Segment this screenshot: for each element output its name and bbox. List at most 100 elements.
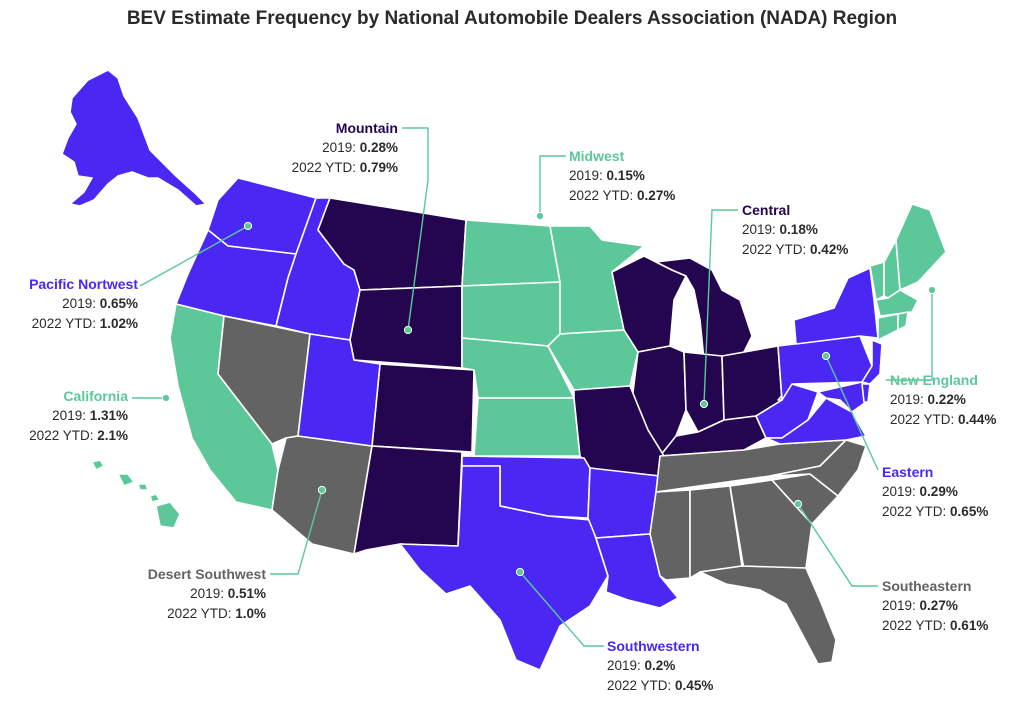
region-name-southwestern: Southwestern xyxy=(607,638,700,654)
label-2022-pacific-northwest: 2022 YTD: xyxy=(31,316,100,331)
label-2022-midwest: 2022 YTD: xyxy=(569,188,638,203)
value-2019-southwestern: 0.2% xyxy=(644,658,676,673)
state-rhode-island xyxy=(897,311,909,331)
state-maine xyxy=(895,203,947,291)
state-delaware xyxy=(861,383,871,403)
callout-midwest: Midwest 2019: 0.15% 2022 YTD: 0.27% xyxy=(569,146,675,206)
label-2022-california: 2022 YTD: xyxy=(29,428,98,443)
leader-line-southwestern xyxy=(519,571,604,647)
label-2022-southeastern: 2022 YTD: xyxy=(882,618,951,633)
label-2019-midwest: 2019: xyxy=(569,168,607,183)
region-name-eastern: Eastern xyxy=(882,464,934,480)
state-north-dakota xyxy=(461,219,561,287)
leader-line-eastern xyxy=(825,355,879,471)
leader-line-central xyxy=(703,209,738,405)
value-2019-central: 0.18% xyxy=(779,222,818,237)
leader-dot-midwest xyxy=(535,211,545,221)
value-2019-midwest: 0.15% xyxy=(606,168,645,183)
leader-dot-california xyxy=(161,393,171,403)
value-2019-desert-southwest: 0.51% xyxy=(227,586,266,601)
value-2022-central: 0.42% xyxy=(810,242,849,257)
leader-line-southeastern xyxy=(797,503,878,587)
label-2019-eastern: 2019: xyxy=(882,484,920,499)
state-hawaii xyxy=(91,459,181,529)
label-2022-desert-southwest: 2022 YTD: xyxy=(167,606,236,621)
leader-dot-new-england xyxy=(927,285,937,295)
callout-pacific-northwest: Pacific Nortwest 2019: 0.65% 2022 YTD: 1… xyxy=(10,274,138,334)
state-south-dakota xyxy=(461,281,561,347)
value-2022-new-england: 0.44% xyxy=(958,412,997,427)
label-2019-mountain: 2019: xyxy=(322,140,360,155)
label-2019-new-england: 2019: xyxy=(890,392,928,407)
state-new-mexico xyxy=(353,445,463,555)
leader-dot-southeastern xyxy=(793,499,803,509)
callout-southwestern: Southwestern 2019: 0.2% 2022 YTD: 0.45% xyxy=(607,636,713,696)
leader-line-mountain xyxy=(402,127,429,331)
leader-line-pacific-northwest xyxy=(139,225,249,287)
leader-dot-eastern xyxy=(821,351,831,361)
leader-line-midwest xyxy=(539,155,566,216)
value-2019-new-england: 0.22% xyxy=(927,392,966,407)
state-alaska xyxy=(61,69,207,207)
value-2022-desert-southwest: 1.0% xyxy=(235,606,266,621)
callout-southeastern: Southeastern 2019: 0.27% 2022 YTD: 0.61% xyxy=(882,576,988,636)
state-connecticut xyxy=(877,313,899,341)
label-2019-desert-southwest: 2019: xyxy=(190,586,228,601)
label-2022-new-england: 2022 YTD: xyxy=(890,412,959,427)
callout-central: Central 2019: 0.18% 2022 YTD: 0.42% xyxy=(742,200,848,260)
region-name-pacific-northwest: Pacific Nortwest xyxy=(29,276,138,292)
callout-desert-southwest: Desert Southwest 2019: 0.51% 2022 YTD: 1… xyxy=(100,564,266,624)
state-north-carolina xyxy=(769,439,867,497)
label-2022-southwestern: 2022 YTD: xyxy=(607,678,676,693)
value-2019-california: 1.31% xyxy=(89,408,128,423)
label-2022-central: 2022 YTD: xyxy=(742,242,811,257)
value-2022-eastern: 0.65% xyxy=(950,504,989,519)
state-massachusetts xyxy=(875,289,919,317)
map-title: BEV Estimate Frequency by National Autom… xyxy=(126,8,898,29)
callout-new-england: New England 2019: 0.22% 2022 YTD: 0.44% xyxy=(890,370,996,430)
region-name-midwest: Midwest xyxy=(569,148,625,164)
value-2022-midwest: 0.27% xyxy=(637,188,676,203)
label-2022-eastern: 2022 YTD: xyxy=(882,504,951,519)
value-2022-southeastern: 0.61% xyxy=(950,618,989,633)
leader-line-new-england xyxy=(886,290,933,381)
leader-dot-central xyxy=(699,399,709,409)
region-name-desert-southwest: Desert Southwest xyxy=(147,566,266,582)
label-2019-southwestern: 2019: xyxy=(607,658,645,673)
value-2019-pacific-northwest: 0.65% xyxy=(99,296,138,311)
value-2022-mountain: 0.79% xyxy=(359,160,398,175)
value-2022-southwestern: 0.45% xyxy=(675,678,714,693)
state-utah xyxy=(297,333,381,447)
label-2019-pacific-northwest: 2019: xyxy=(62,296,100,311)
region-name-new-england: New England xyxy=(890,372,978,388)
value-2022-california: 2.1% xyxy=(97,428,128,443)
label-2019-california: 2019: xyxy=(52,408,90,423)
leader-dot-southwestern xyxy=(515,567,525,577)
state-colorado xyxy=(371,363,475,453)
callout-eastern: Eastern 2019: 0.29% 2022 YTD: 0.65% xyxy=(882,462,988,522)
state-florida xyxy=(699,565,837,665)
state-texas xyxy=(399,465,609,671)
callout-california: California 2019: 1.31% 2022 YTD: 2.1% xyxy=(10,386,128,446)
label-2019-central: 2019: xyxy=(742,222,780,237)
value-2019-mountain: 0.28% xyxy=(359,140,398,155)
leader-line-desert-southwest xyxy=(270,489,323,575)
state-new-york xyxy=(793,267,879,345)
region-name-mountain: Mountain xyxy=(335,120,398,136)
value-2022-pacific-northwest: 1.02% xyxy=(99,316,138,331)
state-arkansas xyxy=(587,467,661,539)
region-name-california: California xyxy=(63,388,128,404)
leader-lines xyxy=(132,127,937,647)
leader-dot-mountain xyxy=(403,325,413,335)
value-2019-southeastern: 0.27% xyxy=(919,598,958,613)
label-2019-southeastern: 2019: xyxy=(882,598,920,613)
state-kansas xyxy=(473,397,581,457)
region-name-southeastern: Southeastern xyxy=(882,578,972,594)
value-2019-eastern: 0.29% xyxy=(919,484,958,499)
label-2022-mountain: 2022 YTD: xyxy=(291,160,360,175)
region-name-central: Central xyxy=(742,202,791,218)
leader-dot-pacific-northwest xyxy=(243,221,253,231)
leader-dot-desert-southwest xyxy=(317,485,327,495)
callout-mountain: Mountain 2019: 0.28% 2022 YTD: 0.79% xyxy=(270,118,398,178)
